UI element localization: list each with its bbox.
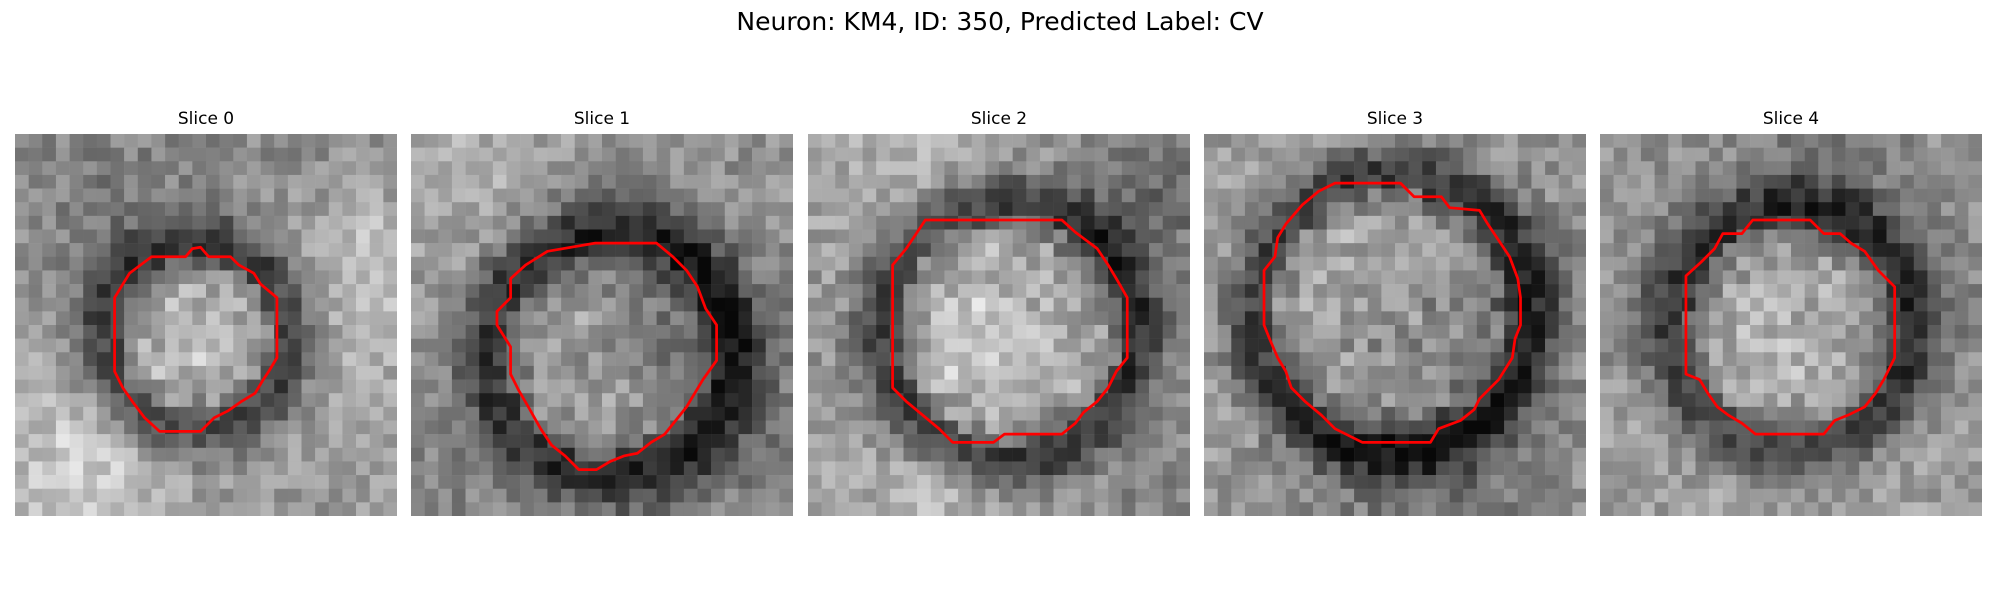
pixel-grid bbox=[15, 134, 397, 516]
grayscale-slice-image bbox=[411, 134, 793, 516]
slice-title: Slice 2 bbox=[970, 109, 1028, 129]
grayscale-slice-image bbox=[15, 134, 397, 516]
slice-title: Slice 4 bbox=[1762, 109, 1820, 129]
slice-title: Slice 1 bbox=[573, 109, 631, 129]
pixel-grid bbox=[808, 134, 1190, 516]
grayscale-slice-image bbox=[1600, 134, 1982, 516]
pixel-grid bbox=[1600, 134, 1982, 516]
segmentation-contour bbox=[1262, 181, 1522, 444]
pixel-grid bbox=[1204, 134, 1586, 516]
slice-title: Slice 3 bbox=[1366, 109, 1424, 129]
slice-title: Slice 0 bbox=[177, 109, 235, 129]
grayscale-slice-image bbox=[1204, 134, 1586, 516]
segmentation-contour bbox=[891, 218, 1129, 444]
segmentation-contour bbox=[495, 241, 718, 471]
segmentation-contour bbox=[1684, 218, 1897, 436]
segmentation-contour bbox=[113, 245, 279, 433]
figure-title: Neuron: KM4, ID: 350, Predicted Label: C… bbox=[736, 7, 1264, 36]
pixel-grid bbox=[411, 134, 793, 516]
grayscale-slice-image bbox=[808, 134, 1190, 516]
